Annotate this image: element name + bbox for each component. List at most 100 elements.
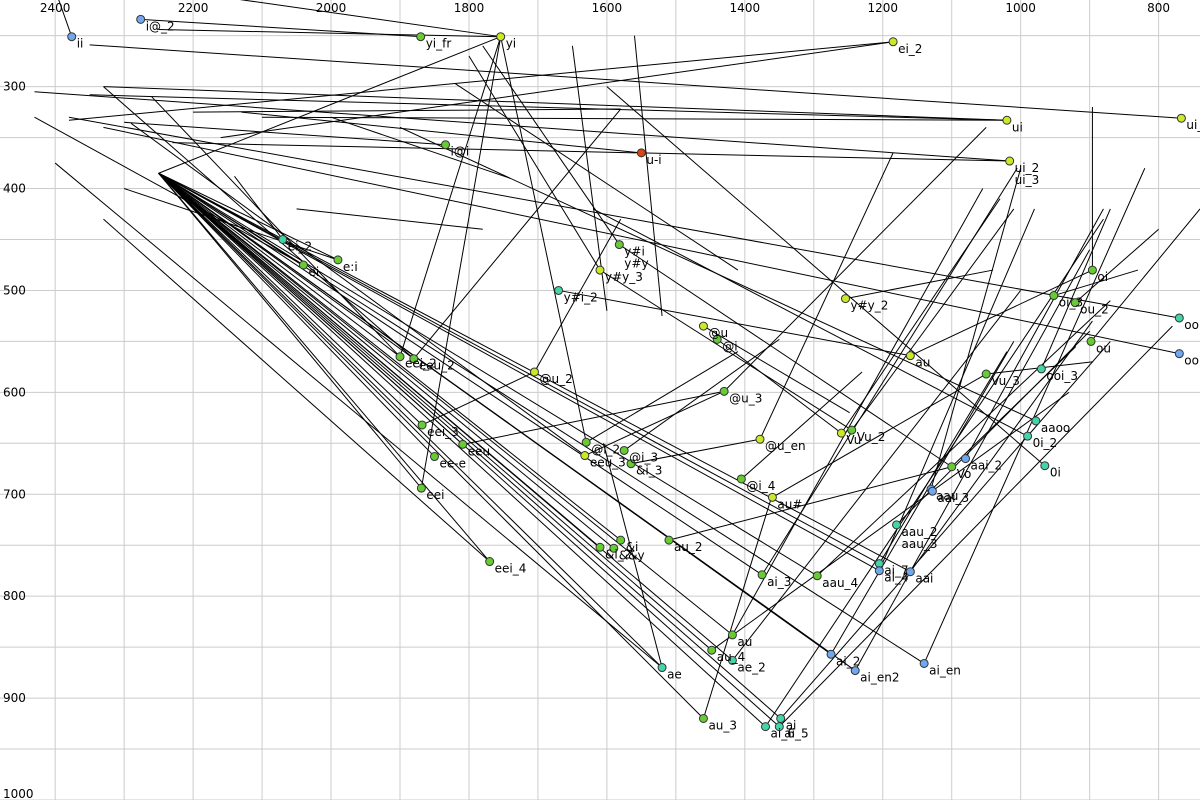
data-line xyxy=(158,172,780,727)
x-tick-label: 1000 xyxy=(1005,1,1036,15)
data-point xyxy=(919,658,929,668)
data-point xyxy=(719,386,729,396)
y-tick-label: 500 xyxy=(3,283,26,297)
data-line xyxy=(759,152,894,440)
data-line xyxy=(140,18,421,38)
data-line xyxy=(482,45,620,245)
point-label: e:i xyxy=(343,260,358,274)
data-line xyxy=(584,390,725,456)
data-line xyxy=(454,83,739,271)
data-point xyxy=(1005,156,1015,166)
data-point xyxy=(619,445,629,455)
data-line xyxy=(558,289,911,357)
data-line xyxy=(68,41,894,121)
point-label: i@_2 xyxy=(146,19,175,33)
data-line xyxy=(851,208,1015,431)
data-point xyxy=(888,37,898,47)
x-tick-label: 1400 xyxy=(730,1,761,15)
point-label: au_2 xyxy=(674,540,703,554)
data-point xyxy=(664,535,674,545)
data-point xyxy=(441,140,451,150)
point-label: ee-e xyxy=(439,457,465,471)
point-label: @u xyxy=(708,326,728,340)
point-label: ooi_3 xyxy=(1046,369,1078,383)
data-line xyxy=(54,162,663,668)
x-tick-label: 800 xyxy=(1147,1,1170,15)
data-point xyxy=(736,474,746,484)
point-label: ei_2 xyxy=(288,239,312,253)
data-point xyxy=(333,255,343,265)
data-point xyxy=(416,32,426,42)
point-label: @u_2 xyxy=(539,372,572,386)
point-label: eei_2 xyxy=(405,357,437,371)
data-point xyxy=(409,354,419,364)
data-line xyxy=(296,208,483,230)
data-line xyxy=(58,0,73,37)
data-point xyxy=(429,452,439,462)
point-label: aai_3 xyxy=(937,491,969,505)
point-label: ai_4 xyxy=(884,571,908,585)
data-line xyxy=(623,338,780,451)
data-line xyxy=(716,338,842,434)
data-line xyxy=(103,86,415,360)
data-line xyxy=(158,172,818,577)
data-line xyxy=(158,172,491,562)
point-label: au# xyxy=(777,497,802,511)
point-label: ai_5 xyxy=(784,727,808,741)
y-tick-label: 300 xyxy=(3,80,26,94)
point-label: &&y xyxy=(619,548,645,562)
point-label: aau_3 xyxy=(902,537,938,551)
point-label: ii xyxy=(77,37,84,51)
data-line xyxy=(816,300,1111,577)
data-point xyxy=(554,285,564,295)
data-point xyxy=(529,367,539,377)
data-point xyxy=(761,722,771,732)
data-point xyxy=(1049,291,1059,301)
y-tick-label: 400 xyxy=(3,182,26,196)
data-point xyxy=(892,520,902,530)
data-point xyxy=(905,567,915,577)
x-tick-label: 2000 xyxy=(316,1,347,15)
point-label: i@i xyxy=(451,145,470,159)
x-tick-label: 1800 xyxy=(454,1,485,15)
data-line xyxy=(34,91,1010,162)
data-point xyxy=(874,566,884,576)
data-line xyxy=(420,36,502,489)
data-line xyxy=(606,86,1046,467)
data-point xyxy=(707,645,717,655)
data-line xyxy=(413,108,622,360)
data-line xyxy=(103,86,1007,121)
data-point xyxy=(636,148,646,158)
point-label: u-i xyxy=(646,153,661,167)
data-line xyxy=(158,172,704,719)
data-point xyxy=(1036,364,1046,374)
data-point xyxy=(496,32,506,42)
data-point xyxy=(458,439,468,449)
data-line xyxy=(158,172,782,719)
point-label: ui_3 xyxy=(1015,173,1040,187)
point-label: ai_en2 xyxy=(860,671,899,685)
data-point xyxy=(616,535,626,545)
point-label: @i xyxy=(722,339,737,353)
x-tick-label: 1200 xyxy=(867,1,898,15)
point-label: yi_fr xyxy=(426,37,452,51)
data-line xyxy=(34,116,304,266)
point-label: eei xyxy=(426,488,444,502)
data-point xyxy=(1174,313,1184,323)
data-line xyxy=(619,244,953,468)
data-point xyxy=(727,630,737,640)
point-label: ooi_2 xyxy=(1184,318,1200,332)
x-tick-label: 2400 xyxy=(40,1,71,15)
data-line xyxy=(702,494,773,719)
data-point xyxy=(595,542,605,552)
data-line xyxy=(468,55,601,271)
data-line xyxy=(330,116,511,179)
data-point xyxy=(841,294,851,304)
data-point xyxy=(1086,336,1096,346)
data-line xyxy=(239,0,501,38)
data-line xyxy=(158,172,423,426)
data-point xyxy=(595,265,605,275)
data-line xyxy=(103,218,490,562)
data-line xyxy=(89,44,1182,119)
